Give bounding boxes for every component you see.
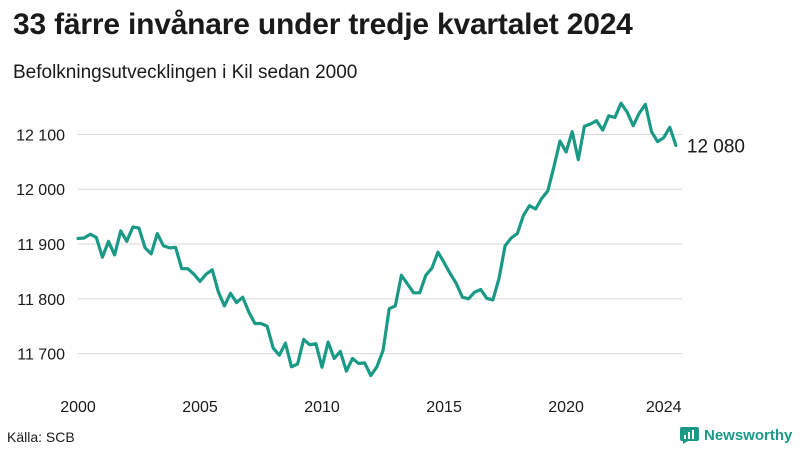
x-tick-label: 2005: [182, 399, 218, 416]
x-tick-label: 2015: [426, 399, 462, 416]
x-tick-label: 2010: [304, 399, 340, 416]
brand-name: Newsworthy: [704, 427, 793, 444]
x-tick-label: 2024: [646, 399, 682, 416]
population-line: [76, 101, 678, 378]
source-label: Källa: SCB: [7, 429, 75, 445]
y-axis-tick-labels: 11 700 11 800 11 900 12 000 12 100: [16, 127, 65, 363]
newsworthy-brand: Newsworthy: [680, 427, 792, 444]
newsworthy-logo-icon: [680, 427, 699, 444]
y-tick-label: 11 800: [17, 292, 65, 309]
gridlines: [78, 133, 682, 355]
chart-title: 33 färre invånare under tredje kvartalet…: [13, 8, 633, 41]
y-tick-label: 12 000: [16, 182, 65, 199]
last-value-label: 12 080: [687, 136, 745, 157]
y-tick-label: 11 900: [17, 237, 65, 254]
chart-subtitle: Befolkningsutvecklingen i Kil sedan 2000: [13, 62, 358, 83]
x-tick-label: 2000: [60, 399, 96, 416]
y-tick-label: 12 100: [16, 127, 65, 144]
x-axis-tick-labels: 2000 2005 2010 2015 2020 2024: [60, 399, 681, 416]
x-tick-label: 2020: [548, 399, 584, 416]
y-tick-label: 11 700: [17, 347, 65, 364]
